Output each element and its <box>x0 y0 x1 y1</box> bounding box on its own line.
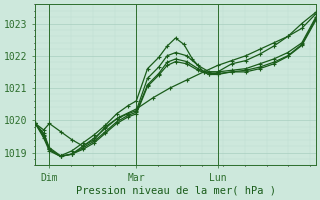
X-axis label: Pression niveau de la mer( hPa ): Pression niveau de la mer( hPa ) <box>76 186 276 196</box>
